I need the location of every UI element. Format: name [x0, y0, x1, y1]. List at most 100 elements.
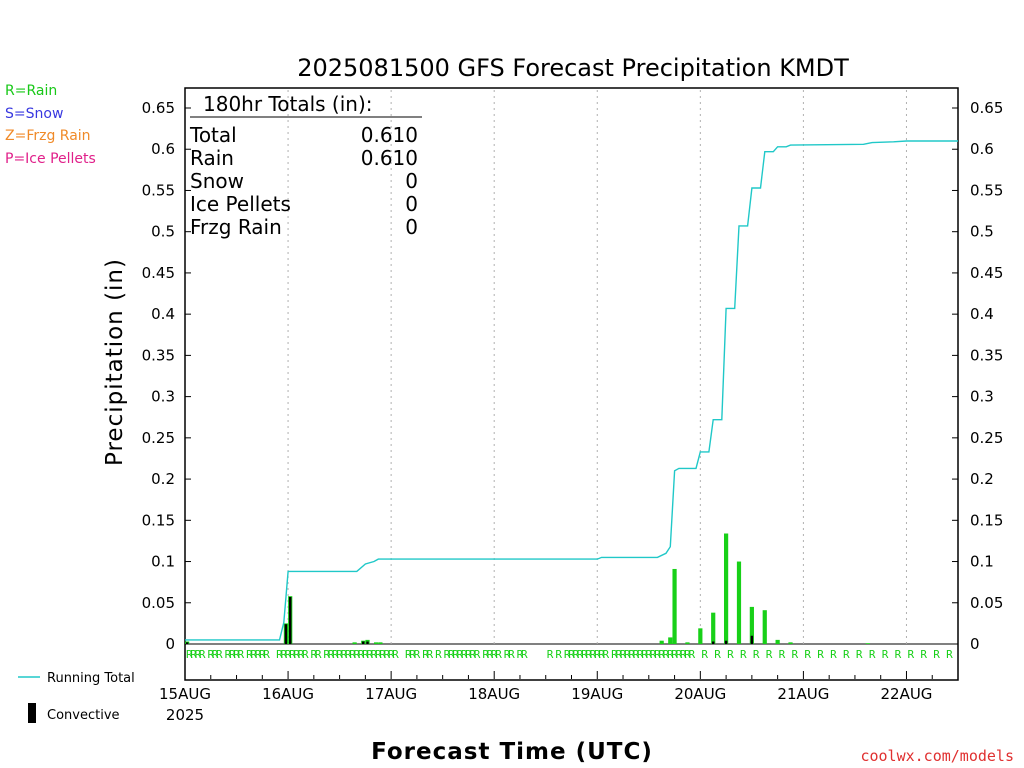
- y-axis-title: Precipitation (in): [102, 258, 128, 466]
- ptype-marker-rain: R: [315, 648, 322, 661]
- ptype-marker-rain: R: [302, 648, 309, 661]
- ptype-marker-rain: R: [328, 648, 335, 661]
- y-tick-label-right: 0.3: [970, 388, 994, 406]
- ptype-marker-rain: R: [568, 648, 575, 661]
- y-tick-label-left: 0: [165, 635, 175, 653]
- y-tick-label-left: 0.05: [142, 594, 175, 612]
- y-tick-label-right: 0.2: [970, 470, 994, 488]
- ptype-marker-rain: R: [384, 648, 391, 661]
- ptype-marker-rain: R: [255, 648, 262, 661]
- totals-label-total: Total: [189, 123, 237, 147]
- ptype-marker-rain: R: [482, 648, 489, 661]
- rain-bar: [736, 561, 742, 644]
- convective-bar: [284, 624, 288, 644]
- totals-value-rain: 0.610: [361, 146, 418, 170]
- bottom-legend: Running Total Convective: [18, 671, 135, 723]
- ptype-marker-rain: R: [650, 648, 657, 661]
- ptype-marker-rain: R: [577, 648, 584, 661]
- y-tick-label-right: 0.55: [970, 181, 1003, 199]
- grid-layer: [287, 90, 907, 644]
- ptype-marker-rain: R: [414, 648, 421, 661]
- ptype-marker-rain: R: [353, 648, 360, 661]
- y-tick-label-left: 0.25: [142, 429, 175, 447]
- ptype-marker-rain: R: [362, 648, 369, 661]
- ptype-marker-rain: R: [195, 648, 202, 661]
- rain-bar: [685, 642, 690, 644]
- ptype-marker-rain: R: [633, 648, 640, 661]
- convective-bar: [750, 635, 754, 644]
- y-tick-label-left: 0.4: [151, 305, 175, 323]
- ptype-legend: R=Rain S=Snow Z=Frzg Rain P=Ice Pellets: [5, 83, 96, 167]
- ptype-marker-rain: R: [298, 648, 305, 661]
- ptype-marker-rain: R: [646, 648, 653, 661]
- ptype-marker-rain: R: [603, 648, 610, 661]
- convective-bar: [366, 641, 369, 644]
- ptype-marker-rain: R: [323, 648, 330, 661]
- x-ticks: 15AUG 2025 16AUG 17AUG 18AUG 19AUG 20AUG 21AUG 2…: [159, 671, 933, 724]
- ptype-marker-rain: R: [233, 648, 240, 661]
- ptype-marker-rain: R: [392, 648, 399, 661]
- running-total-line: [185, 140, 958, 641]
- credit-link[interactable]: coolwx.com/models: [860, 747, 1014, 765]
- x-tick-label: 21AUG: [777, 685, 829, 703]
- ptype-marker-rain: R: [487, 648, 494, 661]
- ptype-marker-rain: R: [457, 648, 464, 661]
- ptype-marker-rain: R: [452, 648, 459, 661]
- totals-label-ice-pellets: Ice Pellets: [190, 192, 291, 216]
- y-tick-label-right: 0.45: [970, 264, 1003, 282]
- ptype-marker-rain: R: [250, 648, 257, 661]
- y-tick-label-right: 0.65: [970, 99, 1003, 117]
- ptype-marker-rain: R: [186, 648, 193, 661]
- convective-bar: [724, 640, 728, 644]
- ptype-marker-rain: R: [585, 648, 592, 661]
- ptype-marker-rain: R: [792, 648, 799, 661]
- chart-title: 2025081500 GFS Forecast Precipitation KM…: [297, 54, 849, 82]
- ptype-marker-rain: R: [753, 648, 760, 661]
- rain-bar: [668, 637, 673, 644]
- ptype-marker-rain: R: [907, 648, 914, 661]
- ptype-marker-rain: R: [508, 648, 515, 661]
- x-tick-sublabel: 2025: [166, 706, 204, 724]
- totals-value-ice-pellets: 0: [405, 192, 418, 216]
- ptype-marker-rain: R: [654, 648, 661, 661]
- ptype-marker-rain: R: [620, 648, 627, 661]
- y-tick-label-right: 0.25: [970, 429, 1003, 447]
- ptype-marker-rain: R: [285, 648, 292, 661]
- x-tick-label: 18AUG: [468, 685, 520, 703]
- ptype-marker-rain: R: [469, 648, 476, 661]
- ptype-marker-rain: R: [727, 648, 734, 661]
- ptype-marker-rain: R: [366, 648, 373, 661]
- ptype-marker-rain: R: [229, 648, 236, 661]
- rain-bar: [749, 606, 754, 644]
- ptype-marker-rain: R: [624, 648, 631, 661]
- ptype-marker-rain: R: [564, 648, 571, 661]
- ptype-marker-rain: R: [474, 648, 481, 661]
- ptype-marker-rain: R: [555, 648, 562, 661]
- ptype-marker-rain: R: [276, 648, 283, 661]
- ptype-marker-rain: R: [740, 648, 747, 661]
- running-total-legend-label: Running Total: [47, 671, 135, 686]
- ptype-marker-rain: R: [293, 648, 300, 661]
- ptype-marker-rain: R: [671, 648, 678, 661]
- ptype-marker-rain: R: [521, 648, 528, 661]
- x-axis-title: Forecast Time (UTC): [371, 739, 653, 765]
- totals-label-frzg-rain: Frzg Rain: [190, 215, 282, 239]
- x-tick-label: 16AUG: [262, 685, 314, 703]
- ptype-marker-rain: R: [207, 648, 214, 661]
- y-tick-label-right: 0.5: [970, 223, 994, 241]
- y-ticks: 0 00.05 0.050.1 0.10.15 0.150.2 0.20.25 0.250.…: [142, 99, 1004, 653]
- ptype-marker-rain: R: [830, 648, 837, 661]
- ptype-marker-rain: R: [259, 648, 266, 661]
- y-tick-label-right: 0: [970, 635, 980, 653]
- y-tick-label-left: 0.15: [142, 511, 175, 529]
- ptype-marker-rain: R: [843, 648, 850, 661]
- totals-value-snow: 0: [405, 169, 418, 193]
- y-tick-label-left: 0.45: [142, 264, 175, 282]
- ptype-marker-rain: R: [409, 648, 416, 661]
- ptype-marker-rain: R: [817, 648, 824, 661]
- ptype-marker-rain: R: [263, 648, 270, 661]
- rain-bar: [374, 642, 379, 644]
- ptype-marker-rain: R: [435, 648, 442, 661]
- ptype-marker-rain: R: [611, 648, 618, 661]
